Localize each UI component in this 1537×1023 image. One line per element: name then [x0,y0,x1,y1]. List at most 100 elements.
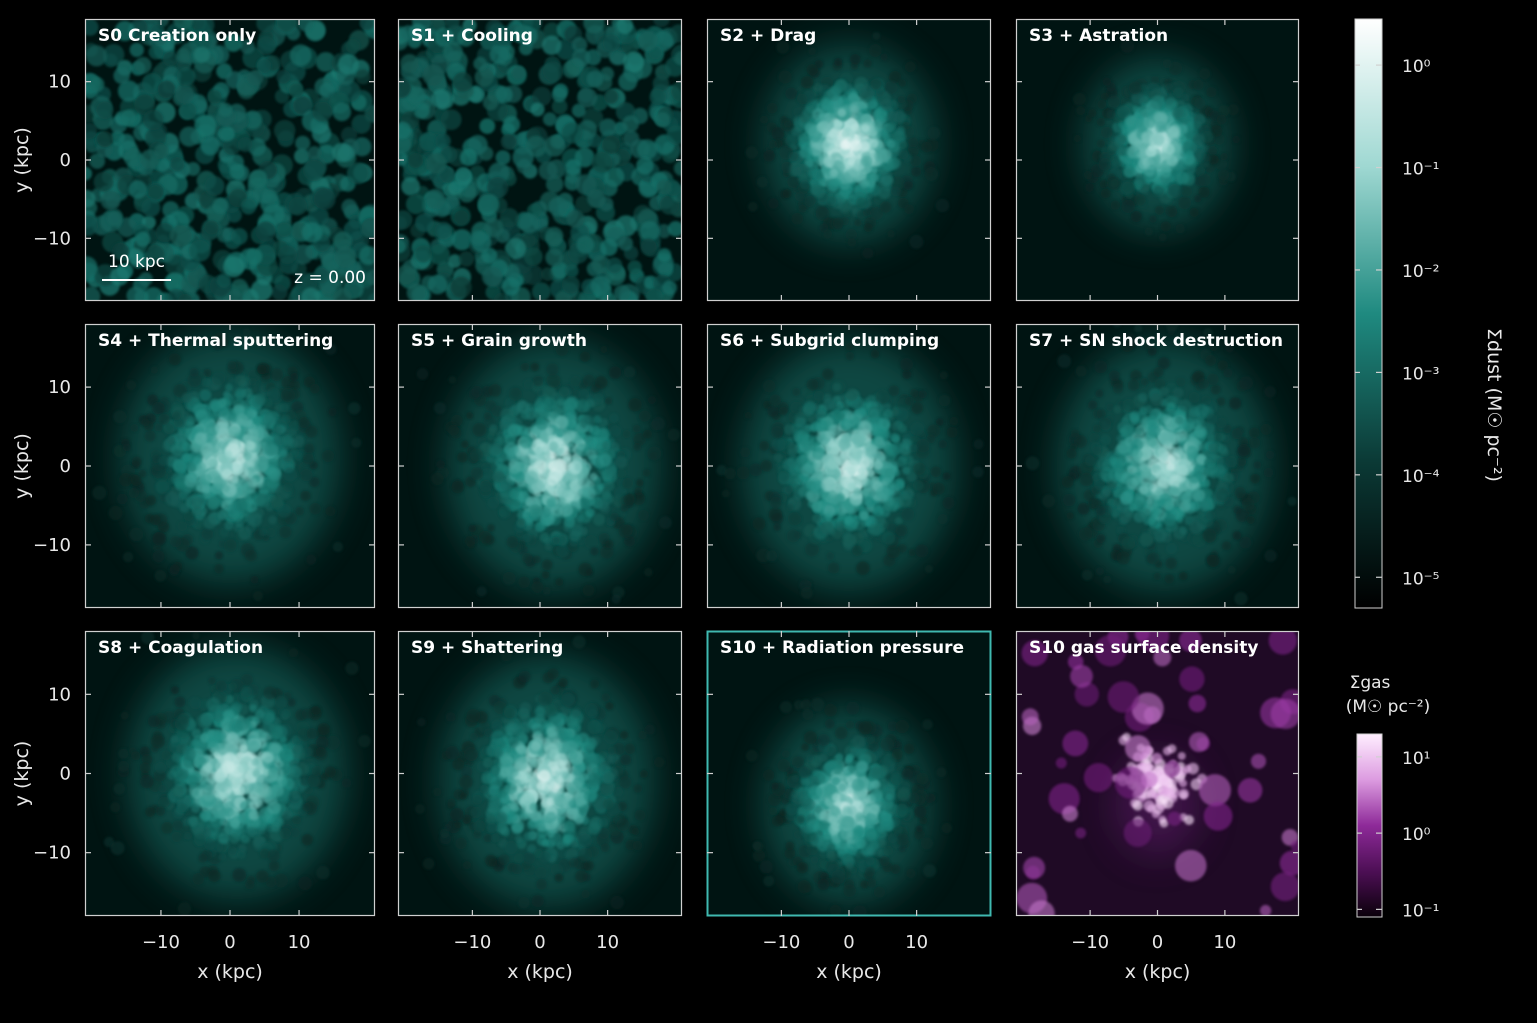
density-clump [578,389,590,401]
density-clump [199,389,212,402]
density-clump [145,245,165,265]
density-clump [813,83,823,92]
density-clump [759,440,770,451]
density-clump [800,463,815,477]
density-clump [277,503,292,518]
density-clump [271,284,288,301]
density-clump [218,102,233,117]
density-clump [472,422,487,437]
density-clump [542,586,551,595]
density-clump [799,145,813,159]
density-clump [546,363,559,376]
density-clump [1122,181,1135,194]
density-clump [798,204,807,213]
density-clump [216,273,232,288]
density-clump [782,188,792,199]
density-clump [85,19,99,36]
density-clump [873,460,884,471]
density-clump [531,282,551,301]
density-clump [852,431,866,446]
density-clump [1157,356,1171,370]
density-clump [857,467,866,475]
density-clump [647,446,662,461]
density-clump [507,424,521,438]
density-clump [623,494,635,506]
density-clump [307,146,322,161]
density-clump [910,422,925,436]
density-clump [888,385,900,397]
density-clump [787,442,799,454]
density-clump [897,95,906,104]
density-clump [191,438,206,453]
density-clump [85,166,92,181]
density-clump [1209,342,1219,352]
density-clump [128,180,147,199]
density-clump [1134,194,1146,206]
density-clump [111,242,130,260]
scale-bar-label: 10 kpc [108,252,165,272]
density-clump [427,274,448,295]
density-clump [501,277,520,296]
density-clump [915,544,929,558]
density-clump [355,69,371,85]
density-clump [499,478,513,491]
density-clump [173,431,187,445]
density-clump [1164,97,1178,111]
density-clump [499,207,519,228]
density-clump [189,367,199,377]
density-clump [576,235,595,254]
density-clump [1176,377,1186,387]
density-clump [1235,508,1250,523]
density-clump [139,149,160,170]
density-clump [881,531,896,545]
density-clump [127,248,144,265]
density-clump [544,542,553,551]
density-clump [118,133,135,151]
density-clump [1153,366,1164,378]
density-clump [1077,502,1090,515]
density-clump [122,443,132,452]
density-clump [849,53,861,65]
density-clump [816,122,827,133]
density-clump [759,115,769,124]
y-tick-label: 0 [60,456,71,477]
density-clump [924,167,939,181]
density-clump [602,34,621,52]
density-clump [841,129,850,138]
density-clump [1232,135,1241,144]
density-clump [600,238,618,257]
density-clump [487,496,500,509]
density-clump [238,526,252,540]
density-clump [832,217,844,229]
density-clump [667,221,682,237]
density-clump [1112,324,1122,328]
density-clump [542,61,564,82]
density-clump [1178,196,1192,210]
density-clump [553,458,568,473]
density-clump [893,131,904,141]
density-clump [436,459,446,469]
density-clump [921,141,933,153]
density-clump [569,529,581,542]
density-clump [1072,92,1087,106]
density-clump [474,67,494,87]
density-clump [114,20,135,42]
density-clump [542,397,557,411]
density-clump [874,149,888,163]
density-clump [183,511,194,522]
density-clump [193,46,210,63]
density-clump [538,161,558,181]
density-clump [506,535,519,549]
density-clump [946,426,959,439]
density-clump [259,528,268,537]
density-clump [85,286,101,301]
density-clump [236,413,249,426]
density-clump [470,230,486,246]
density-clump [1287,496,1297,506]
density-clump [768,507,783,522]
density-clump [771,126,785,141]
density-clump [835,521,845,531]
density-clump [879,201,892,214]
density-clump [173,418,183,428]
